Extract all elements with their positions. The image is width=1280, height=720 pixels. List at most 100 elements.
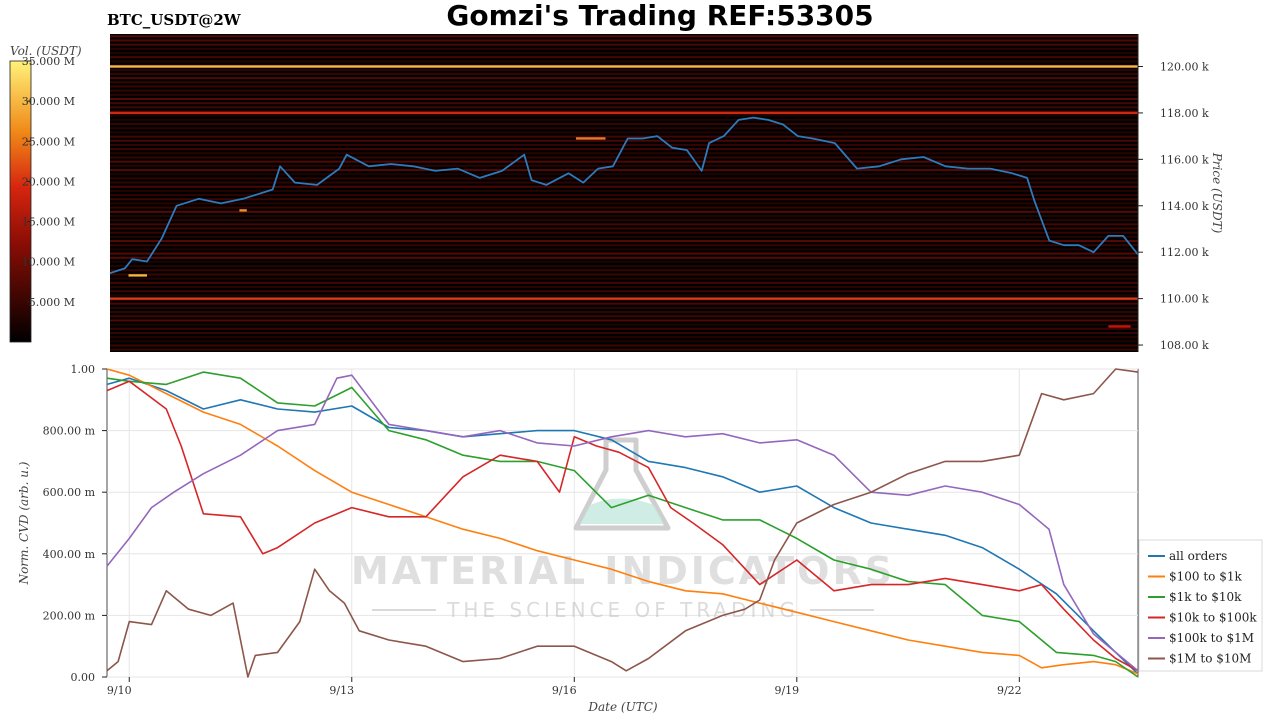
flask-icon (573, 437, 671, 531)
heatmap-row (110, 118, 1138, 121)
price-tick-label: 110.00 k (1160, 293, 1209, 306)
cvd-y-tick-label: 400.00 m (43, 548, 96, 561)
heatmap-row (110, 340, 1138, 343)
price-tick-label: 112.00 k (1160, 246, 1209, 259)
heatmap-row (110, 164, 1138, 167)
cvd-y-axis-label: Norm. CVD (arb. u.) (17, 461, 31, 585)
cvd-series-line (106, 368, 1139, 678)
heatmap-row (110, 231, 1138, 234)
cvd-series-line (106, 374, 1139, 672)
heatmap-row (110, 327, 1138, 330)
heatmap-row (110, 227, 1138, 230)
cvd-x-axis-label: Date (UTC) (587, 700, 657, 714)
heatmap-row (110, 123, 1138, 126)
heatmap-row (110, 72, 1138, 75)
heatmap-row (110, 260, 1138, 263)
heatmap-row (110, 315, 1138, 318)
heatmap-panel: 108.00 k 110.00 k 112.00 k 114.00 k 116.00 k… (109, 34, 1224, 352)
cvd-series-line (106, 368, 1139, 675)
chart-title: Gomzi's Trading REF:53305 (446, 0, 873, 32)
heatmap-row (110, 148, 1138, 151)
cvd-y-axis-ticks: 0.00 200.00 m 400.00 m 600.00 m 800.00 m 1.00 (43, 363, 107, 684)
legend-label: $1M to $10M (1169, 652, 1251, 666)
colorbar-tick-label: 35.000 M (22, 55, 75, 68)
heatmap-row (110, 35, 1138, 38)
legend-label: $100k to $1M (1169, 631, 1254, 645)
heatmap-row (110, 43, 1138, 46)
heatmap-row (110, 81, 1138, 84)
heatmap-row (110, 256, 1138, 259)
heatmap-row (110, 131, 1138, 134)
cvd-x-axis-ticks: 9/10 9/13 9/16 9/19 9/22 (107, 677, 1022, 697)
cvd-x-tick-label: 9/10 (107, 684, 132, 697)
heatmap-row (110, 185, 1138, 188)
price-axis-ticks: 108.00 k 110.00 k 112.00 k 114.00 k 116.00 k… (1138, 60, 1209, 352)
price-tick-label: 116.00 k (1160, 153, 1209, 166)
heatmap-row (110, 202, 1138, 205)
heatmap-row (110, 252, 1138, 255)
cvd-panel: MATERIAL INDICATORS THE SCIENCE OF TRADI… (17, 363, 1139, 714)
price-tick-label: 108.00 k (1160, 339, 1209, 352)
heatmap-level (110, 111, 1138, 115)
heatmap-level (239, 209, 247, 212)
colorbar-label: Vol. (USDT) (10, 44, 82, 58)
heatmap-row (110, 52, 1138, 55)
heatmap-row (110, 152, 1138, 155)
heatmap-row (110, 240, 1138, 243)
heatmap-level (110, 297, 1138, 300)
heatmap-row (110, 198, 1138, 201)
heatmap-row (110, 60, 1138, 63)
heatmap-row (110, 286, 1138, 289)
heatmap-row (110, 219, 1138, 222)
cvd-x-tick-label: 9/16 (552, 684, 577, 697)
cvd-series (106, 368, 1139, 678)
watermark-sub: THE SCIENCE OF TRADING (446, 598, 799, 622)
heatmap-row (110, 39, 1138, 42)
colorbar-tick-label: 5.000 M (29, 296, 75, 309)
heatmap-row (110, 331, 1138, 334)
legend-label: $100 to $1k (1169, 570, 1242, 584)
heatmap-row (110, 102, 1138, 105)
heatmap-row (110, 85, 1138, 88)
heatmap-row (110, 306, 1138, 309)
heatmap-row (110, 223, 1138, 226)
heatmap-row (110, 269, 1138, 272)
price-tick-label: 118.00 k (1160, 107, 1209, 120)
heatmap-row (110, 139, 1138, 142)
watermark: MATERIAL INDICATORS THE SCIENCE OF TRADI… (351, 437, 895, 622)
cvd-y-tick-label: 1.00 (71, 363, 96, 376)
heatmap-row (110, 265, 1138, 268)
colorbar-ticks: 5.000 M 10.000 M 15.000 M 20.000 M 25.000 M 3… (22, 55, 75, 309)
colorbar-tick-label: 20.000 M (22, 175, 75, 188)
heatmap-row (110, 93, 1138, 96)
heatmap-row (110, 169, 1138, 172)
price-axis-label: Price (USDT) (1210, 152, 1224, 234)
heatmap-row (110, 336, 1138, 339)
heatmap-level (575, 137, 606, 140)
heatmap-row (110, 56, 1138, 59)
cvd-y-tick-label: 800.00 m (43, 425, 96, 438)
heatmap-row (110, 127, 1138, 130)
watermark-main: MATERIAL INDICATORS (351, 549, 895, 593)
heatmap-row (110, 206, 1138, 209)
legend-label: $10k to $100k (1169, 611, 1257, 625)
price-line (109, 116, 1139, 274)
heatmap-row (110, 344, 1138, 347)
price-tick-label: 120.00 k (1160, 60, 1209, 73)
colorbar: Vol. (USDT) 5.000 M 10.000 M 15.000 M 20.00… (9, 44, 82, 343)
heatmap-level (110, 65, 1138, 68)
heatmap-row (110, 106, 1138, 109)
heatmap-level (128, 274, 147, 277)
symbol-label: BTC_USDT@2W (107, 11, 242, 29)
heatmap-row (110, 135, 1138, 138)
heatmap-row (110, 110, 1138, 113)
heatmap-row (110, 173, 1138, 176)
heatmap-row (110, 160, 1138, 163)
heatmap-level (1108, 325, 1131, 328)
heatmap-row (110, 97, 1138, 100)
heatmap-row (110, 68, 1138, 71)
heatmap-row (110, 89, 1138, 92)
legend-box (1138, 539, 1263, 672)
cvd-series-line (106, 371, 1139, 678)
heatmap-row (110, 290, 1138, 293)
